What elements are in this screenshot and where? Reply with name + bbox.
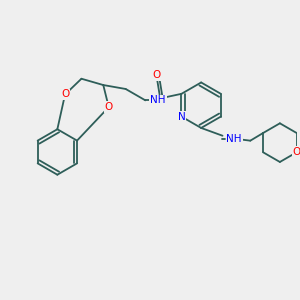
Text: O: O [292,147,300,157]
Text: O: O [105,102,113,112]
Text: N: N [178,112,185,122]
Text: NH: NH [226,134,242,144]
Text: NH: NH [150,95,166,105]
Text: O: O [61,89,69,100]
Text: O: O [152,70,160,80]
